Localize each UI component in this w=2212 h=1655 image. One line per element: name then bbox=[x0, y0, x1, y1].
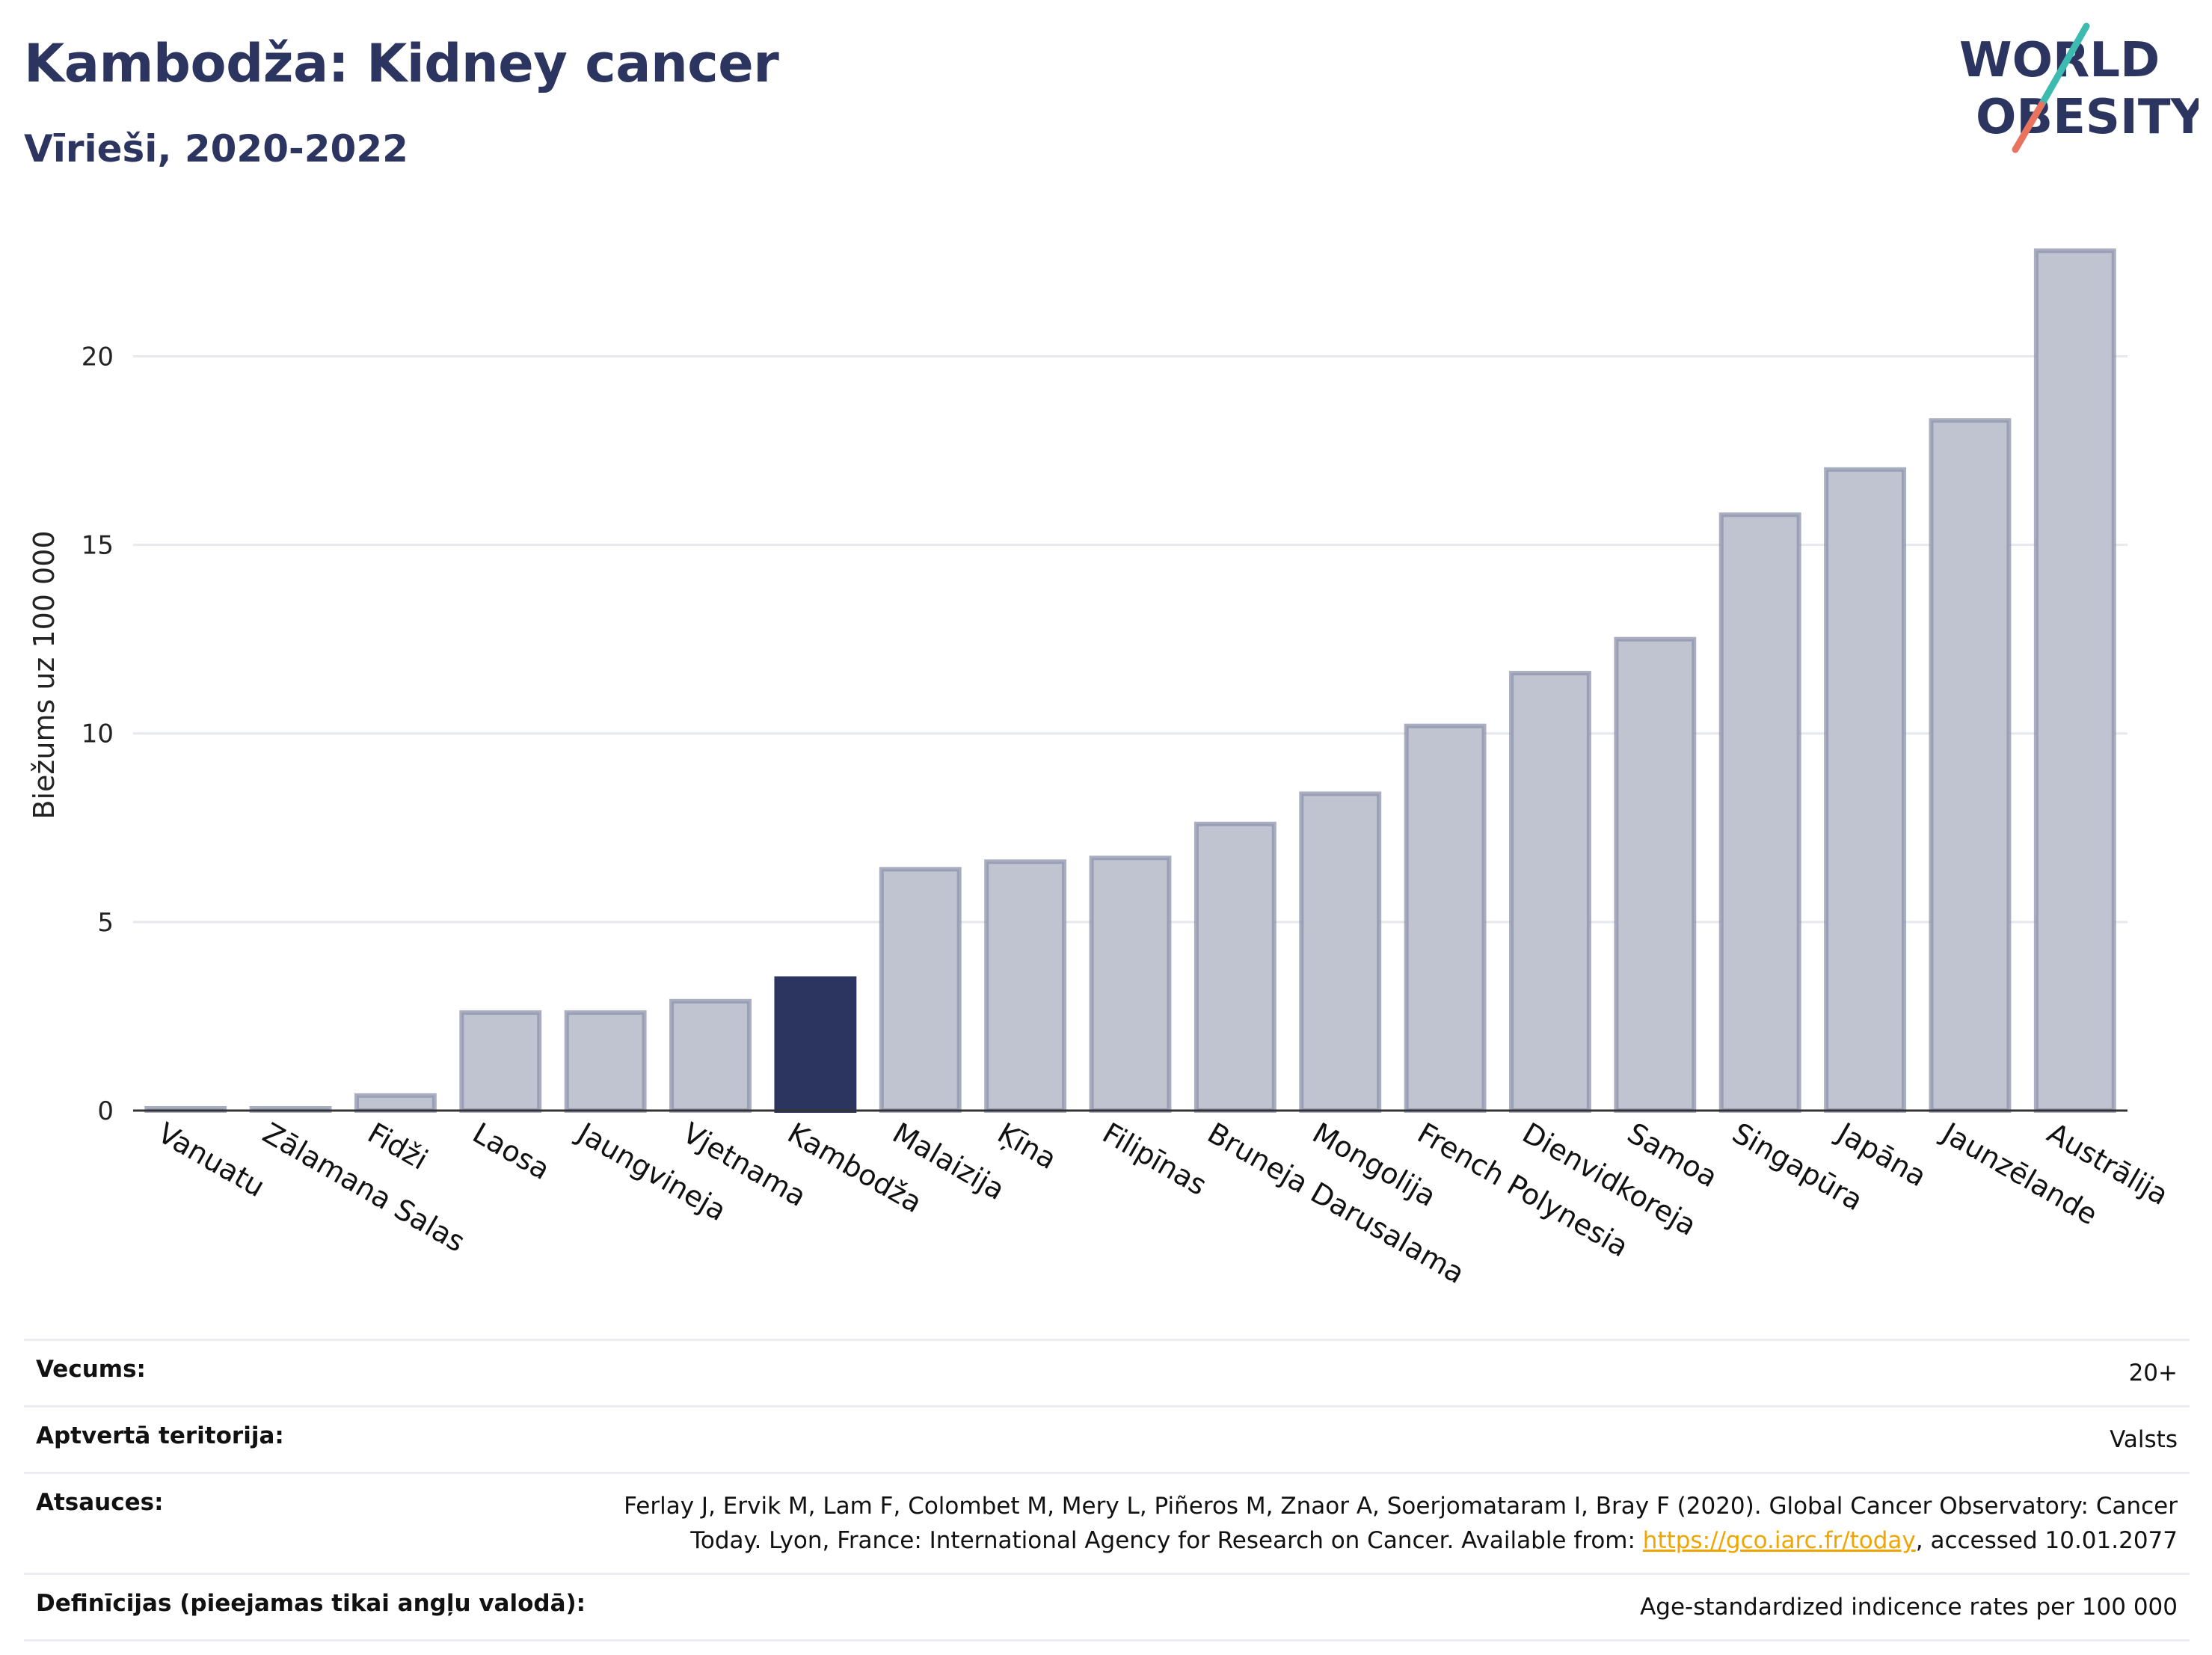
bar bbox=[2033, 248, 2116, 1114]
definitions-value: Age-standardized indicence rates per 100… bbox=[1640, 1594, 2178, 1621]
bar bbox=[774, 976, 857, 1113]
age-label: Vecums: bbox=[36, 1356, 146, 1383]
references-value: Ferlay J, Ervik M, Lam F, Colombet M, Me… bbox=[624, 1489, 2178, 1558]
bar bbox=[1193, 821, 1276, 1114]
meta-row-definitions: Definīcijas (pieejamas tikai angļu valod… bbox=[24, 1573, 2190, 1642]
meta-row-coverage: Aptvertā teritorija: Valsts bbox=[24, 1405, 2190, 1472]
references-text-1: Ferlay J, Ervik M, Lam F, Colombet M, Me… bbox=[624, 1493, 2178, 1520]
logo-stroke-coral bbox=[2012, 101, 2045, 153]
bar bbox=[1404, 723, 1487, 1113]
logo-stroke-teal bbox=[2038, 22, 2090, 108]
bar bbox=[984, 859, 1067, 1114]
x-tick-label: Laosa bbox=[467, 1117, 556, 1187]
logo-line2: OBESITY bbox=[1976, 90, 2199, 145]
y-tick-label: 15 bbox=[82, 531, 114, 561]
bar bbox=[1509, 671, 1591, 1113]
x-tick-label: Zālamana Salas bbox=[257, 1117, 470, 1259]
x-tick-label: Ķīna bbox=[992, 1117, 1063, 1176]
y-tick-label: 20 bbox=[82, 342, 114, 372]
bar bbox=[564, 1010, 647, 1114]
bar bbox=[1824, 467, 1907, 1113]
references-text-3: , accessed 10.01.2077 bbox=[1915, 1527, 2178, 1554]
y-tick-label: 0 bbox=[97, 1096, 114, 1126]
coverage-value: Valsts bbox=[2110, 1426, 2178, 1453]
bar bbox=[1718, 512, 1801, 1113]
references-label: Atsauces: bbox=[36, 1489, 164, 1516]
definitions-label: Definīcijas (pieejamas tikai angļu valod… bbox=[36, 1590, 586, 1617]
bar bbox=[1929, 418, 2012, 1113]
references-link[interactable]: https://gco.iarc.fr/today bbox=[1642, 1527, 1916, 1554]
page-subtitle: Vīrieši, 2020-2022 bbox=[24, 127, 408, 171]
bar bbox=[1299, 791, 1382, 1113]
bar bbox=[879, 867, 962, 1114]
coverage-label: Aptvertā teritorija: bbox=[36, 1422, 284, 1449]
references-text-2: Today. Lyon, France: International Agenc… bbox=[690, 1527, 1643, 1554]
bar bbox=[1089, 856, 1172, 1113]
y-axis-label: Biežums uz 100 000 bbox=[28, 530, 61, 819]
meta-row-age: Vecums: 20+ bbox=[24, 1339, 2190, 1405]
metadata-table: Vecums: 20+ Aptvertā teritorija: Valsts … bbox=[24, 1339, 2190, 1642]
page-title: Kambodža: Kidney cancer bbox=[24, 33, 779, 94]
y-tick-label: 5 bbox=[97, 908, 114, 938]
bar bbox=[459, 1010, 542, 1114]
bar bbox=[1614, 636, 1697, 1113]
x-tick-label: Filipīnas bbox=[1097, 1117, 1212, 1202]
x-tick-label: Vanuatu bbox=[153, 1117, 271, 1203]
bar bbox=[669, 998, 752, 1114]
world-obesity-logo: WORLD OBESITY bbox=[1959, 22, 2199, 153]
age-value: 20+ bbox=[2128, 1360, 2178, 1387]
meta-row-references: Atsauces: Ferlay J, Ervik M, Lam F, Colo… bbox=[24, 1472, 2190, 1573]
bar-chart: 0 5 10 15 20 Biežums uz 100 000 VanuatuZālaman… bbox=[28, 248, 2174, 1290]
bar bbox=[354, 1093, 437, 1114]
x-tick-label: Fidži bbox=[362, 1117, 433, 1176]
y-tick-label: 10 bbox=[82, 719, 114, 749]
